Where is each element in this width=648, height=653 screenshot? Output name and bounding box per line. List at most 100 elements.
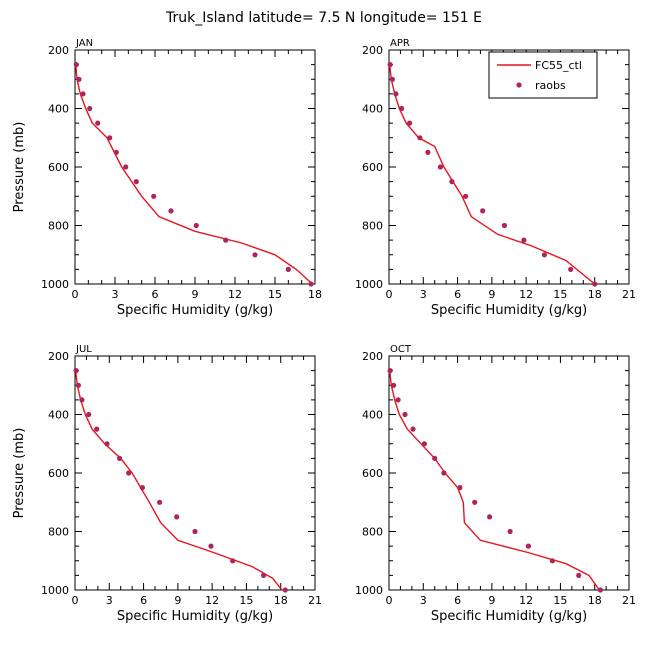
y-tick-label: 400 — [362, 103, 383, 116]
y-tick-label: 200 — [48, 350, 69, 363]
raobs-point — [208, 543, 214, 549]
raobs-point — [193, 222, 199, 229]
raobs-point — [285, 266, 291, 272]
x-axis-label: Specific Humidity (g/kg) — [431, 303, 587, 318]
x-tick-label: 9 — [488, 594, 495, 607]
x-tick-label: 0 — [386, 288, 393, 301]
x-tick-label: 15 — [268, 288, 282, 301]
raobs-point — [501, 222, 507, 229]
panel-label: APR — [390, 38, 410, 49]
panel-apr: APR 0 3 6 9 12 15 18 21 200 400 600 800 1000 Specific … — [355, 38, 636, 318]
raobs-point — [104, 441, 110, 447]
x-tick-label: 3 — [112, 288, 119, 301]
x-tick-label: 21 — [308, 594, 322, 607]
raobs-point — [80, 91, 86, 97]
x-tick-label: 18 — [588, 594, 602, 607]
raobs-point — [139, 485, 145, 491]
legend-point-swatch — [516, 82, 522, 88]
raobs-point — [472, 499, 478, 505]
raobs-point — [525, 543, 532, 549]
x-tick-label: 21 — [622, 288, 636, 301]
raobs-point — [549, 558, 556, 564]
raobs-point — [393, 91, 399, 97]
raobs-point — [425, 149, 431, 155]
x-tick-label: 0 — [72, 594, 79, 607]
x-tick-label: 3 — [420, 288, 427, 301]
raobs-point — [568, 266, 574, 272]
x-tick-label: 18 — [308, 288, 322, 301]
raobs-point — [73, 62, 79, 68]
raobs-point — [410, 426, 416, 432]
y-tick-label: 200 — [362, 350, 383, 363]
legend-label: raobs — [535, 79, 566, 92]
panel-label: JUL — [75, 344, 92, 355]
y-tick-label: 200 — [362, 44, 383, 57]
raobs-point — [521, 237, 527, 243]
y-tick-label: 1000 — [355, 278, 383, 291]
raobs-point — [174, 514, 180, 520]
raobs-point — [123, 164, 129, 170]
panel-label: OCT — [390, 344, 412, 355]
y-tick-label: 400 — [48, 103, 69, 116]
plot-frame — [388, 355, 630, 591]
y-axis-label: Pressure (mb) — [12, 122, 27, 213]
y-axis-label: Pressure (mb) — [12, 428, 27, 519]
raobs-point — [507, 528, 513, 535]
raobs-point — [487, 514, 493, 520]
x-tick-label: 6 — [454, 288, 461, 301]
raobs-point — [168, 208, 174, 214]
y-tick-label: 600 — [362, 161, 383, 174]
raobs-point — [449, 179, 455, 185]
raobs-point — [230, 558, 236, 564]
raobs-point — [87, 105, 93, 112]
raobs-point — [113, 149, 119, 155]
x-tick-label: 3 — [106, 594, 113, 607]
y-tick-label: 800 — [362, 220, 383, 233]
x-tick-label: 6 — [454, 594, 461, 607]
raobs-point — [73, 368, 79, 374]
model-profile-line — [75, 64, 313, 285]
raobs-point — [107, 135, 113, 141]
raobs-point — [252, 252, 258, 258]
raobs-point — [541, 252, 548, 258]
model-profile-line — [74, 370, 283, 591]
raobs-point — [480, 208, 486, 214]
y-tick-label: 1000 — [41, 278, 69, 291]
x-tick-label: 9 — [488, 288, 495, 301]
raobs-point — [387, 62, 393, 68]
raobs-point — [597, 587, 604, 593]
raobs-point — [133, 179, 139, 185]
y-tick-label: 400 — [48, 409, 69, 422]
x-tick-label: 15 — [553, 594, 567, 607]
raobs-point — [308, 281, 314, 287]
raobs-point — [95, 120, 101, 126]
raobs-point — [437, 164, 443, 170]
x-axis-label: Specific Humidity (g/kg) — [431, 609, 587, 624]
x-axis-label: Specific Humidity (g/kg) — [117, 303, 273, 318]
x-axis-label: Specific Humidity (g/kg) — [117, 609, 273, 624]
y-tick-label: 800 — [48, 220, 69, 233]
raobs-point — [282, 587, 288, 593]
y-tick-label: 1000 — [355, 584, 383, 597]
raobs-point — [261, 572, 267, 579]
raobs-point — [402, 411, 408, 418]
raobs-point — [592, 281, 598, 287]
raobs-point — [389, 76, 395, 82]
x-tick-label: 6 — [152, 288, 159, 301]
x-tick-label: 15 — [553, 288, 567, 301]
raobs-point — [441, 470, 447, 476]
raobs-point — [126, 470, 132, 476]
raobs-point — [399, 105, 405, 112]
x-tick-label: 15 — [239, 594, 253, 607]
raobs-point — [223, 237, 229, 243]
x-tick-label: 12 — [519, 288, 533, 301]
raobs-point — [157, 499, 163, 505]
raobs-point — [76, 76, 82, 82]
raobs-point — [387, 368, 393, 374]
panel-jan: JAN 0 3 6 9 12 15 18 200 400 600 800 1000 Specific Hu… — [12, 38, 322, 318]
raobs-point — [117, 455, 123, 461]
x-tick-label: 12 — [205, 594, 219, 607]
panel-label: JAN — [75, 38, 93, 49]
